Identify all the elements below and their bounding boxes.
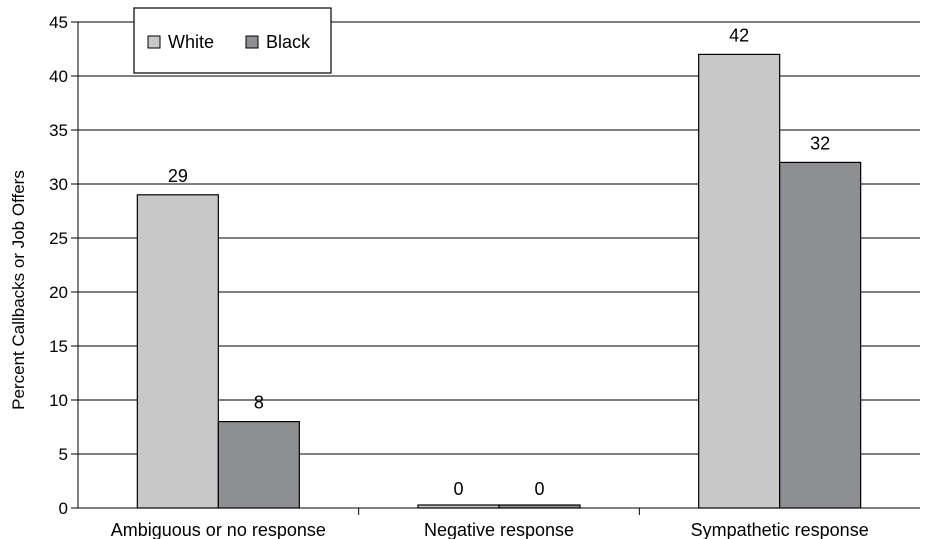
bar: [136, 194, 219, 509]
category-label: Negative response: [424, 520, 574, 539]
category-label: Sympathetic response: [691, 520, 869, 539]
bar: [698, 53, 781, 509]
axes: [71, 21, 920, 515]
y-tick-label: 35: [49, 121, 68, 140]
y-tick-label: 30: [49, 175, 68, 194]
y-tick-label: 15: [49, 337, 68, 356]
data-label: 0: [453, 479, 463, 499]
y-tick-label: 5: [59, 445, 68, 464]
labels: 0 5 10 15 20 25 30 35 40 45 29 8 Ambiguous or no res…: [49, 13, 869, 539]
legend-box: [133, 7, 332, 74]
legend-label: Black: [266, 32, 311, 52]
legend-swatch: [245, 35, 259, 49]
y-tick-label: 20: [49, 283, 68, 302]
y-tick-label: 40: [49, 67, 68, 86]
data-label: 0: [534, 479, 544, 499]
data-label: 29: [168, 166, 188, 186]
legend-swatch: [147, 35, 161, 49]
category-label: Ambiguous or no response: [111, 520, 326, 539]
y-tick-label: 25: [49, 229, 68, 248]
legend-label: White: [168, 32, 214, 52]
y-axis-title: Percent Callbacks or Job Offers: [9, 170, 28, 410]
bar: [779, 161, 862, 509]
y-tick-label: 10: [49, 391, 68, 410]
bars: [136, 53, 862, 509]
data-label: 42: [729, 25, 749, 45]
data-label: 32: [810, 133, 830, 153]
data-label: 8: [254, 393, 264, 413]
y-tick-label: 0: [59, 499, 68, 518]
y-tick-label: 45: [49, 13, 68, 32]
legend: White Black: [133, 7, 332, 74]
bar: [217, 421, 300, 509]
